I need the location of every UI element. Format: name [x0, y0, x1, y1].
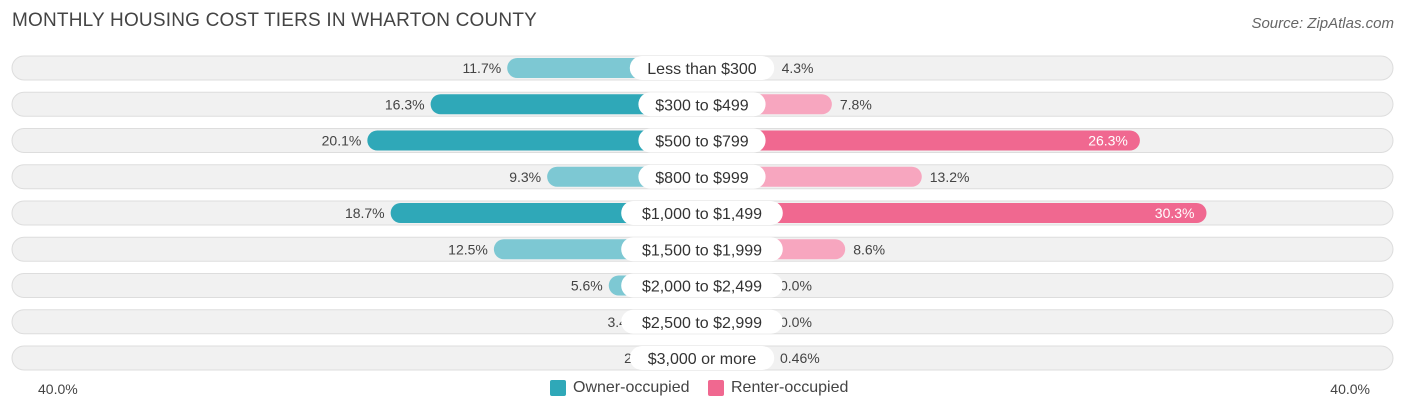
legend-label-renter: Renter-occupied [731, 379, 849, 396]
owner-value-label: 9.3% [509, 169, 541, 185]
owner-bar [430, 94, 702, 115]
owner-value-label: 12.5% [448, 241, 488, 257]
renter-bar [702, 203, 1207, 223]
renter-value-label: 7.8% [840, 96, 872, 112]
category-pill [621, 273, 783, 298]
owner-bar [367, 130, 702, 151]
category-pill [621, 309, 783, 334]
owner-value-label: 11.7% [463, 60, 502, 76]
category-pill [621, 201, 783, 225]
renter-bar [702, 130, 1140, 151]
category-label: $2,500 to $2,999 [642, 315, 762, 332]
category-pill [629, 346, 775, 370]
owner-value-label: 18.7% [345, 205, 385, 221]
legend-swatch-renter [708, 380, 724, 396]
legend: Owner-occupied Renter-occupied [0, 379, 1406, 399]
category-label: $500 to $799 [655, 134, 749, 151]
category-pill [629, 56, 775, 80]
chart-title: MONTHLY HOUSING COST TIERS IN WHARTON CO… [12, 10, 538, 31]
renter-value-label: 26.3% [1088, 133, 1128, 149]
category-label: $1,500 to $1,999 [642, 242, 762, 259]
source-label: Source: ZipAtlas.com [1251, 15, 1394, 32]
owner-value-label: 20.1% [322, 133, 362, 149]
legend-swatch-owner [550, 380, 566, 396]
legend-item-owner[interactable]: Owner-occupied [550, 379, 690, 397]
category-label: $3,000 or more [648, 351, 757, 368]
owner-value-label: 5.6% [571, 278, 603, 294]
renter-value-label: 0.0% [780, 278, 812, 294]
renter-value-label: 30.3% [1155, 205, 1195, 221]
renter-value-label: 8.6% [853, 241, 885, 257]
legend-item-renter[interactable]: Renter-occupied [708, 379, 848, 397]
category-pill [638, 92, 766, 117]
category-label: $300 to $499 [655, 97, 749, 114]
category-pill [621, 237, 783, 262]
legend-label-owner: Owner-occupied [573, 379, 690, 396]
category-label: Less than $300 [647, 61, 757, 78]
renter-value-label: 0.46% [780, 350, 820, 366]
category-pill [638, 128, 766, 153]
renter-value-label: 4.3% [782, 60, 814, 76]
category-label: $800 to $999 [655, 170, 749, 187]
category-label: $2,000 to $2,499 [642, 279, 762, 296]
owner-value-label: 16.3% [385, 96, 425, 112]
category-pill [638, 164, 766, 189]
category-label: $1,000 to $1,499 [642, 206, 762, 223]
chart-area: 11.7% 4.3% Less than $300 16.3% 7.8% $300 to … [11, 55, 1394, 371]
axis-left-label: 40.0% [38, 381, 78, 397]
renter-value-label: 0.0% [780, 314, 812, 330]
axis-right-label: 40.0% [1330, 381, 1370, 397]
renter-value-label: 13.2% [930, 169, 970, 185]
